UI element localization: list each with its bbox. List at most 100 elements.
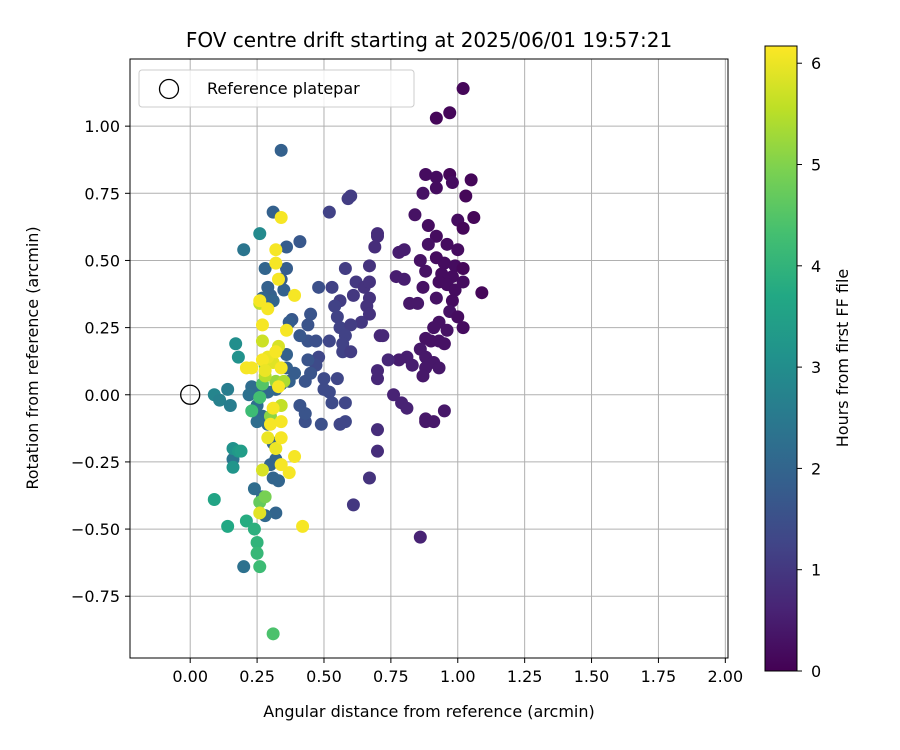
- data-point: [207, 493, 221, 507]
- data-point: [221, 382, 235, 396]
- x-tick-label: 1.25: [507, 667, 543, 686]
- data-point: [456, 221, 470, 235]
- y-axis: −0.75 −0.50 −0.25 0.00 0.25 0.50 0.75 1.00: [71, 117, 130, 606]
- data-point: [325, 280, 339, 294]
- data-point: [392, 353, 406, 367]
- data-point: [387, 388, 401, 402]
- y-tick-label: 0.00: [84, 386, 120, 405]
- data-point: [370, 364, 384, 378]
- data-point: [269, 506, 283, 520]
- data-point: [293, 399, 307, 413]
- data-point: [432, 361, 446, 375]
- plot-frame: [129, 58, 729, 659]
- data-point: [317, 372, 331, 386]
- data-point: [309, 334, 323, 348]
- data-point: [255, 334, 269, 348]
- data-point: [448, 283, 462, 297]
- data-point: [413, 530, 427, 544]
- data-point: [451, 310, 465, 324]
- data-point: [338, 262, 352, 276]
- data-point: [421, 237, 435, 251]
- data-point: [456, 82, 470, 96]
- data-point: [344, 345, 358, 359]
- data-point: [271, 380, 285, 394]
- data-point: [437, 404, 451, 418]
- data-point: [253, 506, 267, 520]
- data-point: [269, 243, 283, 257]
- data-point: [328, 299, 342, 313]
- data-point: [397, 272, 411, 286]
- data-point: [341, 192, 355, 206]
- data-point: [419, 168, 433, 182]
- data-point: [293, 329, 307, 343]
- data-point: [322, 334, 336, 348]
- data-point: [253, 390, 267, 404]
- data-point: [381, 353, 395, 367]
- data-point: [419, 264, 433, 278]
- colorbar: 0 1 2 3 4 5 6 Hours from first FF file: [764, 45, 852, 681]
- data-point: [429, 170, 443, 184]
- colorbar-tick-label: 6: [811, 54, 821, 73]
- data-point: [317, 382, 331, 396]
- data-point: [221, 519, 235, 533]
- data-point: [271, 474, 285, 488]
- data-point: [445, 294, 459, 308]
- data-point: [263, 417, 277, 431]
- data-point: [250, 415, 264, 429]
- data-point: [440, 237, 454, 251]
- data-point: [247, 522, 261, 536]
- data-point: [288, 450, 302, 464]
- data-point: [416, 280, 430, 294]
- reference-point-marker: [180, 384, 201, 405]
- data-point: [253, 227, 267, 241]
- x-tick-label: 1.75: [641, 667, 677, 686]
- legend: Reference platepar: [138, 69, 415, 108]
- y-tick-label: −0.75: [71, 587, 120, 606]
- data-point: [344, 318, 358, 332]
- data-point: [280, 240, 294, 254]
- data-point: [301, 353, 315, 367]
- data-point: [288, 366, 302, 380]
- x-axis-label: Angular distance from reference (arcmin): [263, 702, 594, 721]
- data-point: [255, 353, 269, 367]
- data-point: [411, 296, 425, 310]
- colorbar-tick-label: 4: [811, 257, 821, 276]
- data-point: [330, 310, 344, 324]
- data-point: [261, 302, 275, 316]
- data-point: [245, 404, 259, 418]
- data-point: [280, 347, 294, 361]
- data-point: [440, 323, 454, 337]
- data-point: [429, 229, 443, 243]
- x-tick-label: 0.00: [172, 667, 208, 686]
- data-point: [445, 176, 459, 190]
- data-point: [427, 321, 441, 335]
- data-point: [253, 294, 267, 308]
- data-point: [376, 329, 390, 343]
- data-point: [274, 361, 288, 375]
- data-point: [456, 321, 470, 335]
- data-point: [338, 396, 352, 410]
- data-point: [312, 280, 326, 294]
- data-point: [288, 288, 302, 302]
- legend-marker-reference: [158, 78, 180, 100]
- colorbar-gradient: [764, 45, 798, 672]
- data-point: [370, 227, 384, 241]
- data-point: [456, 262, 470, 276]
- data-point: [293, 235, 307, 249]
- colorbar-ticks: 0 1 2 3 4 5 6: [797, 54, 821, 681]
- data-point: [346, 288, 360, 302]
- data-point: [370, 423, 384, 437]
- data-point: [223, 399, 237, 413]
- data-point: [421, 219, 435, 233]
- data-point: [362, 275, 376, 289]
- y-axis-label: Rotation from reference (arcmin): [23, 226, 42, 489]
- x-tick-label: 0.25: [239, 667, 275, 686]
- data-point: [368, 240, 382, 254]
- data-point: [266, 401, 280, 415]
- data-point: [408, 208, 422, 222]
- y-tick-label: −0.50: [71, 520, 120, 539]
- data-point: [437, 337, 451, 351]
- data-point: [282, 466, 296, 480]
- data-point: [346, 498, 360, 512]
- data-point: [234, 444, 248, 458]
